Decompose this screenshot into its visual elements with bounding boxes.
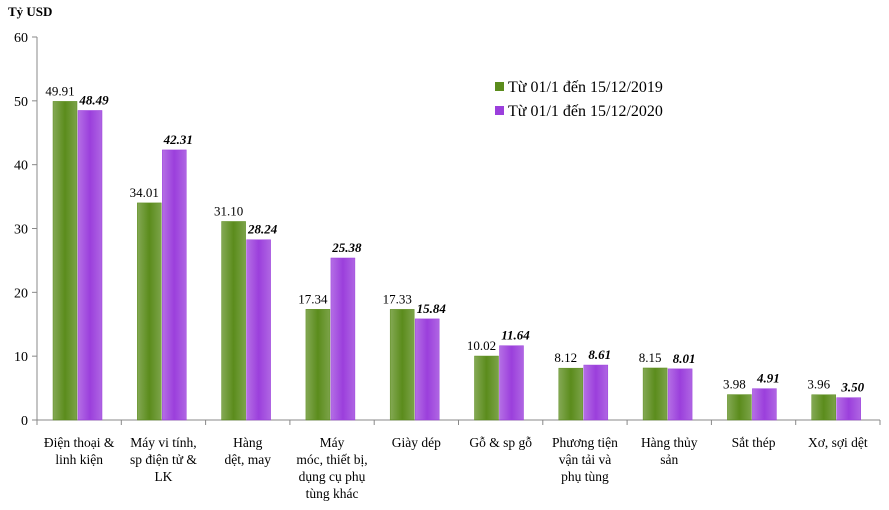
legend-swatch bbox=[495, 82, 504, 91]
data-label: 4.91 bbox=[756, 371, 780, 386]
bar-2020 bbox=[162, 149, 187, 421]
data-label: 8.15 bbox=[639, 350, 662, 365]
data-label: 8.61 bbox=[588, 347, 611, 362]
x-tick-label: Phương tiện bbox=[552, 435, 618, 450]
data-label: 28.24 bbox=[247, 222, 278, 237]
legend-swatch bbox=[495, 106, 504, 115]
data-label: 17.34 bbox=[298, 291, 328, 306]
x-tick-label: vận tải và bbox=[559, 452, 611, 467]
x-tick-label: sản bbox=[660, 452, 678, 467]
y-tick-label: 40 bbox=[14, 159, 28, 174]
x-tick-label: Giày dép bbox=[392, 435, 441, 450]
y-axis-label: Tỷ USD bbox=[8, 4, 52, 19]
x-tick-label: Hàng thủy bbox=[641, 435, 698, 450]
bar-2020 bbox=[836, 397, 861, 421]
x-tick-label: Điện thoại & bbox=[44, 435, 115, 450]
bar-2019 bbox=[558, 367, 584, 421]
bar-2019 bbox=[305, 309, 331, 421]
x-tick-label: móc, thiết bị, bbox=[296, 452, 367, 467]
bar-2019 bbox=[52, 101, 78, 421]
data-label: 48.49 bbox=[78, 92, 109, 107]
x-tick-label: LK bbox=[154, 469, 172, 484]
y-tick-label: 0 bbox=[21, 414, 28, 429]
data-label: 42.31 bbox=[163, 132, 193, 147]
data-label: 3.50 bbox=[840, 380, 864, 395]
bar-2020 bbox=[77, 110, 103, 421]
x-tick-label: tùng khác bbox=[306, 486, 359, 501]
y-tick-label: 10 bbox=[14, 350, 28, 365]
bar-2020 bbox=[414, 318, 440, 421]
bar-2019 bbox=[389, 309, 415, 421]
y-tick-label: 50 bbox=[14, 95, 28, 110]
data-label: 3.98 bbox=[723, 377, 746, 392]
data-label: 34.01 bbox=[130, 185, 159, 200]
x-tick-label: Máy bbox=[320, 435, 345, 450]
x-tick-label: phụ tùng bbox=[561, 469, 609, 484]
x-tick-label: Hàng bbox=[233, 435, 262, 450]
bar-2019 bbox=[137, 202, 162, 421]
x-tick-label: Máy vi tính, bbox=[130, 435, 196, 450]
data-label: 17.33 bbox=[383, 291, 412, 306]
legend-label: Từ 01/1 đến 15/12/2020 bbox=[508, 103, 663, 120]
x-tick-label: dệt, may bbox=[225, 452, 272, 467]
bar-2020 bbox=[583, 364, 609, 421]
data-label: 49.91 bbox=[45, 83, 74, 98]
y-tick-label: 30 bbox=[14, 223, 28, 238]
bar-2020 bbox=[752, 388, 777, 421]
bar-2020 bbox=[246, 239, 271, 421]
x-tick-label: dụng cụ phụ bbox=[299, 469, 366, 484]
x-tick-label: sp điện tử & bbox=[130, 452, 197, 467]
data-label: 31.10 bbox=[214, 203, 243, 218]
bar-2020 bbox=[499, 345, 524, 421]
y-tick-label: 20 bbox=[14, 286, 28, 301]
bar-2019 bbox=[221, 221, 246, 421]
data-label: 11.64 bbox=[501, 328, 530, 343]
data-label: 15.84 bbox=[417, 301, 447, 316]
x-tick-label: Sắt thép bbox=[732, 435, 776, 450]
bar-2020 bbox=[330, 257, 356, 421]
x-tick-label: linh kiện bbox=[55, 452, 103, 467]
bar-2019 bbox=[474, 355, 499, 421]
data-label: 10.02 bbox=[467, 338, 496, 353]
legend-label: Từ 01/1 đến 15/12/2019 bbox=[508, 79, 663, 96]
bar-2020 bbox=[667, 368, 693, 421]
data-label: 25.38 bbox=[331, 240, 362, 255]
x-tick-label: Gỗ & sp gỗ bbox=[469, 435, 532, 450]
bar-2019 bbox=[727, 394, 752, 421]
data-label: 8.12 bbox=[554, 350, 577, 365]
bar-2019 bbox=[811, 394, 836, 421]
data-label: 3.96 bbox=[807, 377, 830, 392]
bar-2019 bbox=[642, 367, 668, 421]
data-label: 8.01 bbox=[673, 351, 696, 366]
y-tick-label: 60 bbox=[14, 31, 28, 46]
x-tick-label: Xơ, sợi dệt bbox=[808, 435, 868, 450]
